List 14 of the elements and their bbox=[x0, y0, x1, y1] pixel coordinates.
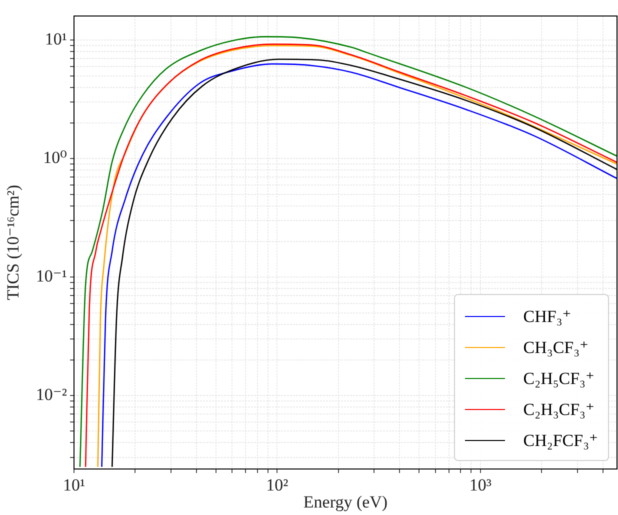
y-tick-label: 10¹ bbox=[44, 30, 67, 49]
y-axis-title: TICS (10⁻¹⁶cm²) bbox=[4, 184, 23, 300]
y-tick-label: 10⁰ bbox=[43, 148, 68, 168]
x-tick-label: 10² bbox=[266, 476, 288, 495]
x-tick-label: 10¹ bbox=[62, 476, 86, 495]
legend-label: C₂H₅CF₃⁺ bbox=[523, 368, 594, 388]
y-tick-label: 10⁻² bbox=[36, 385, 67, 404]
legend-label: CH₂FCF₃⁺ bbox=[523, 430, 598, 450]
x-tick-label: 10³ bbox=[469, 476, 492, 495]
legend-label: CH₃CF₃⁺ bbox=[523, 338, 589, 358]
legend-label: CHF₃⁺ bbox=[523, 306, 572, 326]
legend-label: C₂H₃CF₃⁺ bbox=[523, 400, 594, 420]
x-axis-title: Energy (eV) bbox=[303, 492, 388, 512]
y-tick-label: 10⁻¹ bbox=[36, 266, 67, 286]
